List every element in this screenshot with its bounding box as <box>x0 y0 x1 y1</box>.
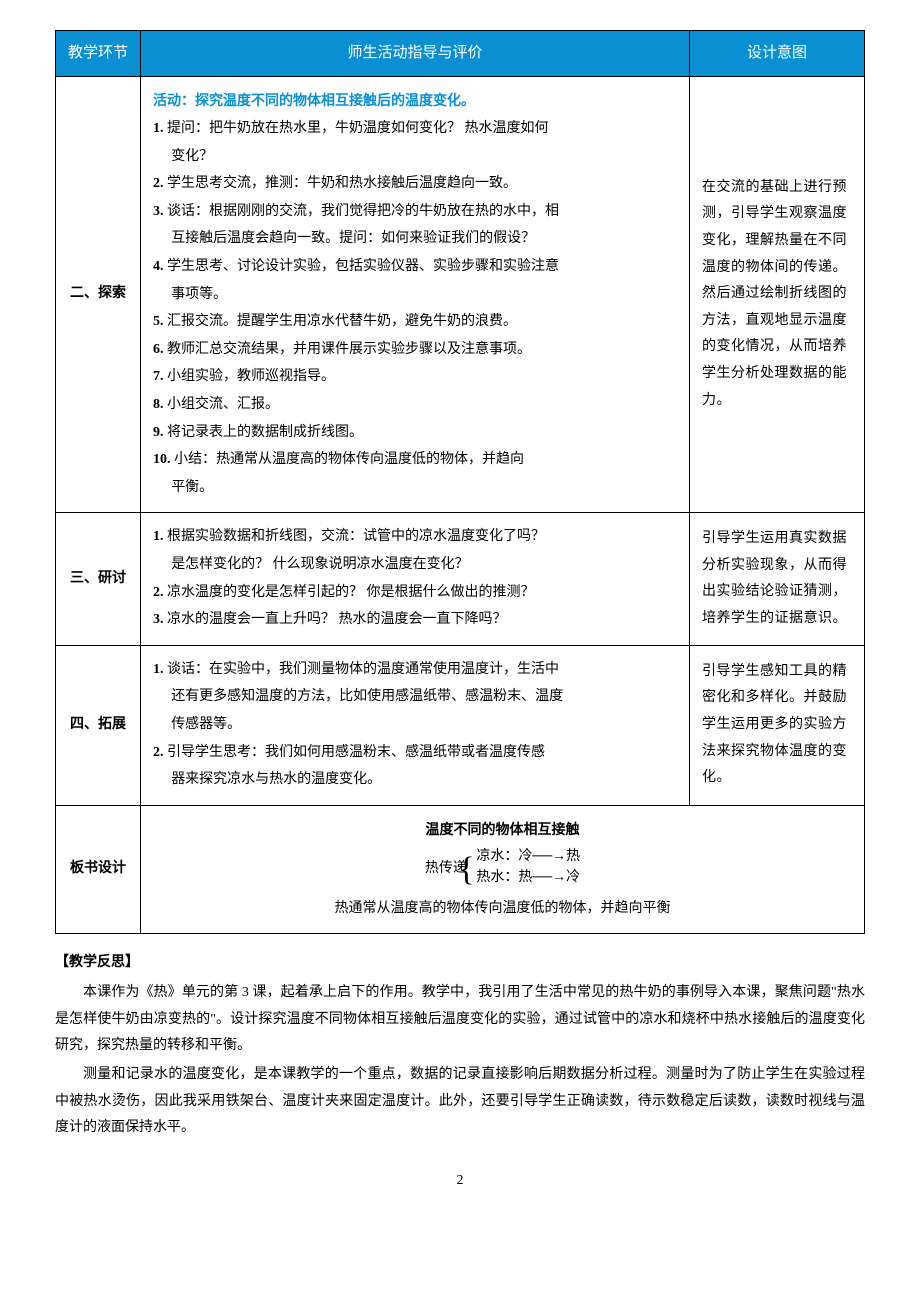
stage-cell: 板书设计 <box>56 805 141 933</box>
table-row: 二、探索 活动：探究温度不同的物体相互接触后的温度变化。 1. 提问：把牛奶放在… <box>56 76 865 513</box>
reflection-paragraph: 本课作为《热》单元的第 3 课，起着承上启下的作用。教学中，我引用了生活中常见的… <box>55 980 865 1060</box>
board-title: 温度不同的物体相互接触 <box>153 816 852 843</box>
activity-title: 活动：探究温度不同的物体相互接触后的温度变化。 <box>153 92 475 108</box>
activity-item: 1. 提问：把牛奶放在热水里，牛奶温度如何变化？ 热水温度如何 <box>153 116 677 143</box>
stage-cell: 四、拓展 <box>56 645 141 805</box>
table-row: 三、研讨 1. 根据实验数据和折线图，交流：试管中的凉水温度变化了吗？ 是怎样变… <box>56 513 865 645</box>
activity-item: 2. 凉水温度的变化是怎样引起的？ 你是根据什么做出的推测？ <box>153 580 677 607</box>
activity-item: 还有更多感知温度的方法，比如使用感温纸带、感温粉末、温度 <box>153 684 677 711</box>
intent-cell: 引导学生运用真实数据分析实验现象，从而得出实验结论验证猜测，培养学生的证据意识。 <box>690 513 865 645</box>
activity-item: 互接触后温度会趋向一致。提问：如何来验证我们的假设？ <box>153 226 677 253</box>
activity-item: 6. 教师汇总交流结果，并用课件展示实验步骤以及注意事项。 <box>153 337 677 364</box>
activity-item: 4. 学生思考、讨论设计实验，包括实验仪器、实验步骤和实验注意 <box>153 254 677 281</box>
board-summary: 热通常从温度高的物体传向温度低的物体，并趋向平衡 <box>153 896 852 923</box>
stage-cell: 二、探索 <box>56 76 141 513</box>
header-stage: 教学环节 <box>56 31 141 77</box>
formula-line: 热水：热──→冷 <box>476 870 580 885</box>
activity-item: 3. 谈话：根据刚刚的交流，我们觉得把冷的牛奶放在热的水中，相 <box>153 199 677 226</box>
activity-item: 事项等。 <box>153 282 677 309</box>
activity-item: 2. 引导学生思考：我们如何用感温粉末、感温纸带或者温度传感 <box>153 740 677 767</box>
activity-item: 2. 学生思考交流，推测：牛奶和热水接触后温度趋向一致。 <box>153 171 677 198</box>
board-design-cell: 温度不同的物体相互接触 热传递 { 凉水：冷──→热 热水：热──→冷 热通常从… <box>141 805 865 933</box>
activity-cell: 活动：探究温度不同的物体相互接触后的温度变化。 1. 提问：把牛奶放在热水里，牛… <box>141 76 690 513</box>
table-row: 四、拓展 1. 谈话：在实验中，我们测量物体的温度通常使用温度计，生活中 还有更… <box>56 645 865 805</box>
activity-item: 9. 将记录表上的数据制成折线图。 <box>153 420 677 447</box>
page-number: 2 <box>55 1168 865 1195</box>
activity-item: 传感器等。 <box>153 712 677 739</box>
activity-item: 5. 汇报交流。提醒学生用凉水代替牛奶，避免牛奶的浪费。 <box>153 309 677 336</box>
brace-icon: { <box>458 838 474 903</box>
activity-item: 10. 小结：热通常从温度高的物体传向温度低的物体，并趋向 <box>153 447 677 474</box>
activity-item: 7. 小组实验，教师巡视指导。 <box>153 364 677 391</box>
header-intent: 设计意图 <box>690 31 865 77</box>
activity-item: 8. 小组交流、汇报。 <box>153 392 677 419</box>
activity-item: 是怎样变化的？ 什么现象说明凉水温度在变化？ <box>153 552 677 579</box>
board-formula: 热传递 { 凉水：冷──→热 热水：热──→冷 <box>153 846 852 892</box>
activity-item: 3. 凉水的温度会一直上升吗？ 热水的温度会一直下降吗？ <box>153 607 677 634</box>
intent-cell: 引导学生感知工具的精密化和多样化。并鼓励学生运用更多的实验方法来探究物体温度的变… <box>690 645 865 805</box>
formula-line: 凉水：冷──→热 <box>476 849 580 864</box>
reflection-heading: 【教学反思】 <box>55 948 865 975</box>
activity-item: 1. 谈话：在实验中，我们测量物体的温度通常使用温度计，生活中 <box>153 657 677 684</box>
intent-cell: 在交流的基础上进行预测，引导学生观察温度变化，理解热量在不同温度的物体间的传递。… <box>690 76 865 513</box>
activity-item: 1. 根据实验数据和折线图，交流：试管中的凉水温度变化了吗？ <box>153 524 677 551</box>
lesson-plan-table: 教学环节 师生活动指导与评价 设计意图 二、探索 活动：探究温度不同的物体相互接… <box>55 30 865 934</box>
table-header-row: 教学环节 师生活动指导与评价 设计意图 <box>56 31 865 77</box>
reflection-paragraph: 测量和记录水的温度变化，是本课教学的一个重点，数据的记录直接影响后期数据分析过程… <box>55 1062 865 1142</box>
activity-item: 器来探究凉水与热水的温度变化。 <box>153 767 677 794</box>
activity-item: 平衡。 <box>153 475 677 502</box>
activity-cell: 1. 根据实验数据和折线图，交流：试管中的凉水温度变化了吗？ 是怎样变化的？ 什… <box>141 513 690 645</box>
stage-cell: 三、研讨 <box>56 513 141 645</box>
table-row-board: 板书设计 温度不同的物体相互接触 热传递 { 凉水：冷──→热 热水：热──→冷… <box>56 805 865 933</box>
header-activity: 师生活动指导与评价 <box>141 31 690 77</box>
activity-item: 变化？ <box>153 144 677 171</box>
activity-cell: 1. 谈话：在实验中，我们测量物体的温度通常使用温度计，生活中 还有更多感知温度… <box>141 645 690 805</box>
